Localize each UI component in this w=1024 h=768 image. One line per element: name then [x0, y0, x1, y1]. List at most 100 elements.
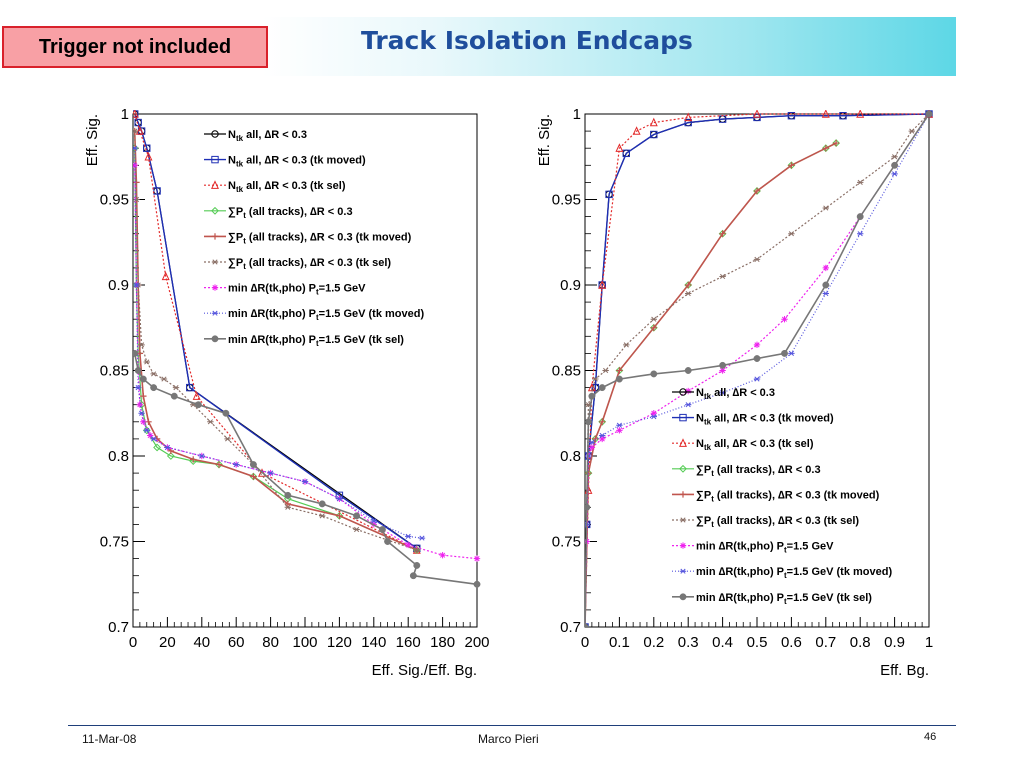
- left-point-mindr_moved: [134, 385, 142, 391]
- left-point-sumpt_sel: [143, 359, 150, 365]
- left-series-line-ntk_moved: [134, 113, 418, 549]
- slide-title: Track Isolation Endcaps: [361, 26, 693, 55]
- left-point-mindr_moved: [164, 444, 171, 451]
- left-x-tick-label: 20: [159, 634, 176, 651]
- left-legend-marker-mindr_sel: [211, 335, 219, 343]
- left-point-ntk_sel: [133, 110, 139, 118]
- left-legend-marker-ntk_sel: [211, 180, 219, 189]
- left-point-ntk_moved: [186, 383, 194, 392]
- footer-date: 11-Mar-08: [82, 732, 137, 746]
- left-series-mindr_sel: [133, 349, 481, 588]
- left-point-mindr_sel: [473, 580, 481, 588]
- left-x-tick-label: 60: [228, 634, 245, 651]
- left-point-mindr_moved: [301, 479, 309, 485]
- left-legend-marker-mindr_moved: [211, 310, 219, 316]
- left-point-mindr: [439, 551, 446, 559]
- left-point-sumpt_sel: [138, 342, 145, 348]
- left-series-line-mindr: [134, 165, 478, 560]
- left-point-mindr_sel: [384, 538, 392, 545]
- left-point-ntk_sel: [192, 391, 201, 400]
- left-point-mindr_moved: [370, 518, 377, 524]
- left-point-mindr_moved: [198, 453, 205, 459]
- left-series-line-ntk_sel: [134, 113, 418, 551]
- left-point-sumpt_sel: [160, 376, 168, 382]
- footer-page-number: 46: [924, 731, 937, 743]
- left-point-mindr_sel: [413, 561, 421, 569]
- left-x-tick-label: 40: [193, 634, 210, 651]
- left-point-mindr_moved: [233, 461, 240, 468]
- left-legend-marker-sumpt: [211, 206, 219, 215]
- left-legend-label-ntk_sel: Ntk all, ∆R < 0.3 (tk sel): [228, 180, 346, 194]
- footer-divider: [68, 725, 956, 726]
- left-y-tick-label: 0.95: [100, 192, 129, 209]
- left-point-sumpt_sel: [207, 419, 214, 425]
- left-point-mindr_moved: [336, 496, 343, 502]
- left-point-mindr: [473, 555, 481, 562]
- left-point-ntk_moved: [153, 187, 161, 195]
- left-point-sumpt_sel: [284, 504, 291, 510]
- left-point-sumpt_sel: [319, 513, 326, 519]
- left-legend-entry-ntk: Ntk all, ∆R < 0.3: [204, 129, 307, 143]
- left-point-ntk_sel: [144, 151, 153, 161]
- left-x-tick-label: 100: [292, 634, 317, 651]
- left-x-tick-label: 0: [129, 634, 137, 651]
- left-point-mindr_sel: [222, 409, 230, 417]
- left-x-tick-label: 120: [327, 634, 352, 651]
- left-point-sumpt: [153, 443, 161, 452]
- left-x-tick-label: 80: [262, 634, 279, 651]
- left-legend-label-sumpt: ∑Pt (all tracks), ∆R < 0.3: [228, 206, 353, 220]
- left-point-mindr_moved: [405, 533, 412, 539]
- left-x-tick-label: 180: [430, 634, 455, 651]
- left-y-tick-label: 0.7: [108, 619, 129, 636]
- left-point-sumpt_moved: [215, 461, 223, 468]
- left-point-mindr_sel: [133, 349, 139, 357]
- left-point-sumpt_moved: [250, 473, 257, 480]
- left-point-mindr_sel: [353, 512, 361, 520]
- left-point-mindr_sel: [284, 491, 292, 499]
- left-legend-marker-mindr: [211, 284, 219, 291]
- left-legend-label-sumpt_moved: ∑Pt (all tracks), ∆R < 0.3 (tk moved): [228, 231, 412, 245]
- left-y-tick-label: 1: [121, 106, 129, 123]
- left-y-tick-label: 0.75: [100, 534, 129, 551]
- left-point-mindr_sel: [139, 375, 147, 383]
- left-x-axis-label: Eff. Sig./Eff. Bg.: [372, 662, 477, 679]
- left-point-sumpt_sel: [224, 436, 231, 442]
- left-legend-entry-ntk_sel: Ntk all, ∆R < 0.3 (tk sel): [204, 180, 346, 194]
- left-point-sumpt_sel: [353, 526, 360, 533]
- left-legend-label-ntk_moved: Ntk all, ∆R < 0.3 (tk moved): [228, 155, 366, 169]
- left-point-sumpt_moved: [336, 512, 343, 520]
- left-point-mindr_moved: [138, 410, 145, 416]
- left-legend-label-mindr: min ∆R(tk,pho) Pt=1.5 GeV: [228, 283, 366, 297]
- left-legend-marker-sumpt_moved: [211, 233, 219, 240]
- left-legend-entry-sumpt_sel: ∑Pt (all tracks), ∆R < 0.3 (tk sel): [204, 257, 391, 271]
- left-point-mindr_moved: [133, 145, 138, 151]
- left-y-tick-label: 0.8: [108, 448, 129, 465]
- left-point-mindr_moved: [267, 470, 274, 476]
- left-point-mindr: [133, 162, 138, 169]
- left-point-mindr_moved: [133, 282, 140, 288]
- left-series-line-mindr_sel: [133, 353, 478, 586]
- left-legend-entry-mindr: min ∆R(tk,pho) Pt=1.5 GeV: [204, 283, 366, 297]
- left-legend-marker-ntk_moved: [211, 155, 219, 164]
- left-point-mindr_sel: [378, 526, 386, 533]
- left-series-line-sumpt_sel: [134, 131, 417, 551]
- left-point-mindr_sel: [194, 401, 202, 409]
- left-point-sumpt_sel: [413, 547, 420, 553]
- left-legend-marker-sumpt_sel: [211, 259, 219, 265]
- left-point-mindr_moved: [418, 535, 426, 541]
- left-point-mindr_sel: [409, 572, 417, 580]
- left-point-mindr: [136, 401, 144, 408]
- left-x-tick-label: 140: [361, 634, 386, 651]
- header-bar: [262, 17, 956, 76]
- left-x-tick-label: 200: [464, 634, 489, 651]
- left-legend-entry-mindr_moved: min ∆R(tk,pho) Pt=1.5 GeV (tk moved): [204, 308, 424, 322]
- left-point-mindr_sel: [134, 367, 142, 374]
- footer-author: Marco Pieri: [478, 732, 539, 746]
- left-point-mindr: [140, 418, 147, 425]
- left-point-ntk_sel: [135, 126, 144, 135]
- left-point-ntk_sel: [161, 271, 170, 281]
- left-point-mindr_sel: [170, 392, 178, 400]
- left-legend-entry-mindr_sel: min ∆R(tk,pho) Pt=1.5 GeV (tk sel): [204, 334, 404, 348]
- left-legend-label-sumpt_sel: ∑Pt (all tracks), ∆R < 0.3 (tk sel): [228, 257, 391, 271]
